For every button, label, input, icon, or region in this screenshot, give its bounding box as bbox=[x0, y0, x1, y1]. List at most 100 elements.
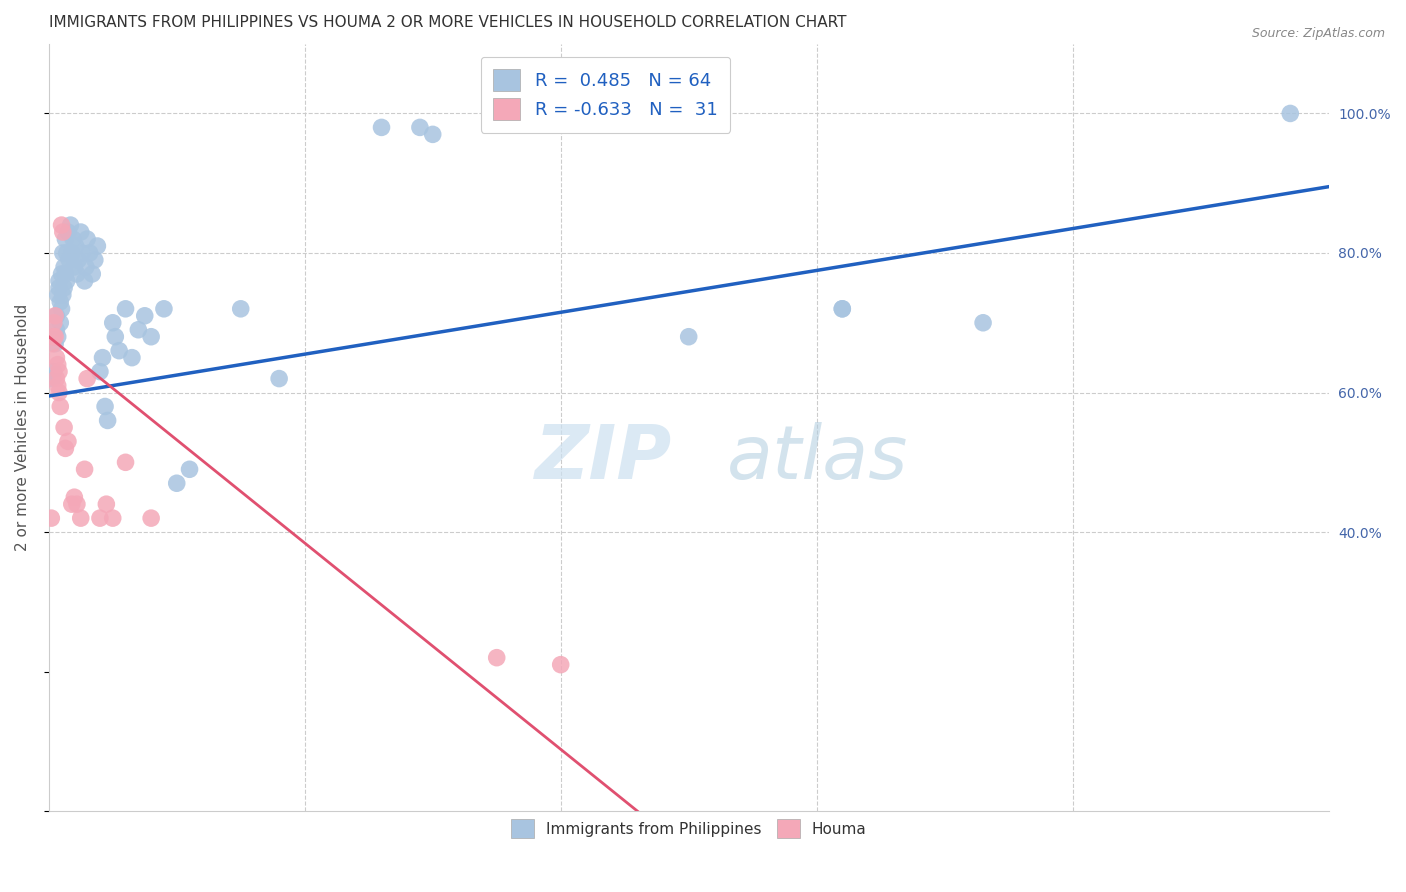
Point bbox=[73, 462, 96, 476]
Text: IMMIGRANTS FROM PHILIPPINES VS HOUMA 2 OR MORE VEHICLES IN HOUSEHOLD CORRELATION: IMMIGRANTS FROM PHILIPPINES VS HOUMA 2 O… bbox=[49, 15, 846, 30]
Point bbox=[69, 511, 91, 525]
Point bbox=[96, 497, 118, 511]
Point bbox=[70, 246, 93, 260]
Point bbox=[53, 260, 76, 274]
Point bbox=[52, 246, 75, 260]
Point bbox=[58, 252, 80, 267]
Point bbox=[91, 351, 114, 365]
Point bbox=[63, 260, 86, 274]
Point bbox=[41, 371, 63, 385]
Point bbox=[53, 420, 76, 434]
Point bbox=[41, 336, 63, 351]
Point bbox=[101, 511, 124, 525]
Point bbox=[485, 650, 508, 665]
Point bbox=[76, 232, 98, 246]
Point bbox=[42, 365, 65, 379]
Point bbox=[59, 218, 82, 232]
Point bbox=[114, 455, 136, 469]
Point bbox=[73, 274, 96, 288]
Point bbox=[108, 343, 131, 358]
Point bbox=[94, 400, 117, 414]
Point bbox=[49, 294, 72, 309]
Point bbox=[114, 301, 136, 316]
Point bbox=[370, 120, 392, 135]
Point bbox=[48, 365, 70, 379]
Point bbox=[51, 218, 73, 232]
Point bbox=[550, 657, 572, 672]
Point bbox=[46, 288, 69, 302]
Point bbox=[89, 511, 111, 525]
Point bbox=[79, 246, 101, 260]
Point bbox=[166, 476, 188, 491]
Point bbox=[678, 329, 700, 343]
Point bbox=[46, 378, 69, 392]
Text: atlas: atlas bbox=[727, 422, 908, 494]
Point bbox=[55, 267, 77, 281]
Point bbox=[139, 329, 162, 343]
Point bbox=[46, 358, 69, 372]
Point bbox=[269, 371, 291, 385]
Point bbox=[67, 252, 90, 267]
Point bbox=[51, 301, 73, 316]
Point bbox=[44, 336, 66, 351]
Point bbox=[44, 329, 66, 343]
Point bbox=[76, 371, 98, 385]
Point bbox=[229, 301, 252, 316]
Point bbox=[422, 128, 444, 142]
Point bbox=[49, 400, 72, 414]
Point bbox=[972, 316, 994, 330]
Point bbox=[45, 309, 67, 323]
Point bbox=[46, 329, 69, 343]
Point bbox=[56, 434, 79, 449]
Point bbox=[60, 497, 83, 511]
Point bbox=[48, 385, 70, 400]
Point bbox=[97, 413, 120, 427]
Point bbox=[49, 316, 72, 330]
Point bbox=[62, 232, 84, 246]
Point bbox=[82, 267, 104, 281]
Point bbox=[139, 511, 162, 525]
Point bbox=[66, 497, 89, 511]
Point bbox=[63, 490, 86, 504]
Point bbox=[831, 301, 853, 316]
Point bbox=[48, 281, 70, 295]
Point bbox=[45, 371, 67, 385]
Point bbox=[104, 329, 127, 343]
Point bbox=[42, 316, 65, 330]
Point bbox=[101, 316, 124, 330]
Point bbox=[55, 246, 77, 260]
Point bbox=[179, 462, 201, 476]
Point bbox=[52, 225, 75, 239]
Point bbox=[55, 232, 77, 246]
Y-axis label: 2 or more Vehicles in Household: 2 or more Vehicles in Household bbox=[15, 304, 30, 551]
Point bbox=[45, 323, 67, 337]
Point bbox=[127, 323, 149, 337]
Point bbox=[45, 351, 67, 365]
Point bbox=[39, 511, 62, 525]
Point bbox=[44, 309, 66, 323]
Point bbox=[60, 246, 83, 260]
Point bbox=[86, 239, 108, 253]
Point bbox=[52, 288, 75, 302]
Point bbox=[53, 281, 76, 295]
Point bbox=[83, 252, 105, 267]
Point bbox=[153, 301, 176, 316]
Point bbox=[51, 267, 73, 281]
Point bbox=[42, 329, 65, 343]
Point bbox=[75, 260, 97, 274]
Text: ZIP: ZIP bbox=[536, 422, 672, 495]
Point bbox=[409, 120, 432, 135]
Point bbox=[1279, 106, 1302, 120]
Point bbox=[134, 309, 156, 323]
Legend: Immigrants from Philippines, Houma: Immigrants from Philippines, Houma bbox=[503, 812, 875, 846]
Point bbox=[55, 274, 77, 288]
Point bbox=[55, 442, 77, 456]
Point bbox=[89, 365, 111, 379]
Point bbox=[121, 351, 143, 365]
Point bbox=[66, 267, 89, 281]
Point bbox=[65, 239, 87, 253]
Text: Source: ZipAtlas.com: Source: ZipAtlas.com bbox=[1251, 27, 1385, 40]
Point bbox=[48, 274, 70, 288]
Point bbox=[56, 225, 79, 239]
Point bbox=[831, 301, 853, 316]
